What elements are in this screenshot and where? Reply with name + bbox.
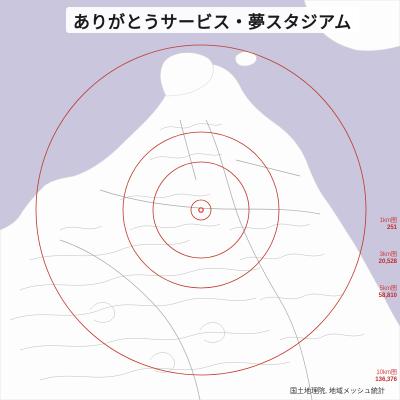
land-north-tip [160, 52, 214, 97]
radius-rings [35, 44, 367, 376]
ring-label-3km: 3km圏 20,528 [379, 252, 397, 266]
ring-label-1km: 1km圏 251 [380, 218, 397, 232]
ring-population: 58,810 [378, 293, 397, 299]
map-title-text: ありがとうサービス・夢スタジアム [73, 12, 352, 33]
ring-1km [190, 199, 212, 221]
map-title: ありがとうサービス・夢スタジアム [66, 7, 359, 33]
center-marker[interactable] [198, 207, 204, 213]
ring-label-10km: 10km圏 136,376 [375, 370, 397, 384]
ring-population: 251 [386, 225, 397, 231]
map-attribution: 国土地理院, 地域メッシュ統計 [290, 388, 385, 395]
ring-name: 5km圏 [379, 286, 397, 292]
ring-population: 136,376 [375, 377, 397, 383]
ring-population: 20,528 [378, 259, 397, 265]
ring-name: 3km圏 [379, 252, 397, 258]
ring-name: 10km圏 [376, 370, 397, 376]
ring-3km [152, 161, 250, 259]
ring-label-5km: 5km圏 58,810 [379, 286, 397, 300]
ring-5km [122, 131, 280, 289]
ring-10km [35, 44, 367, 376]
ring-name: 1km圏 [379, 218, 397, 224]
